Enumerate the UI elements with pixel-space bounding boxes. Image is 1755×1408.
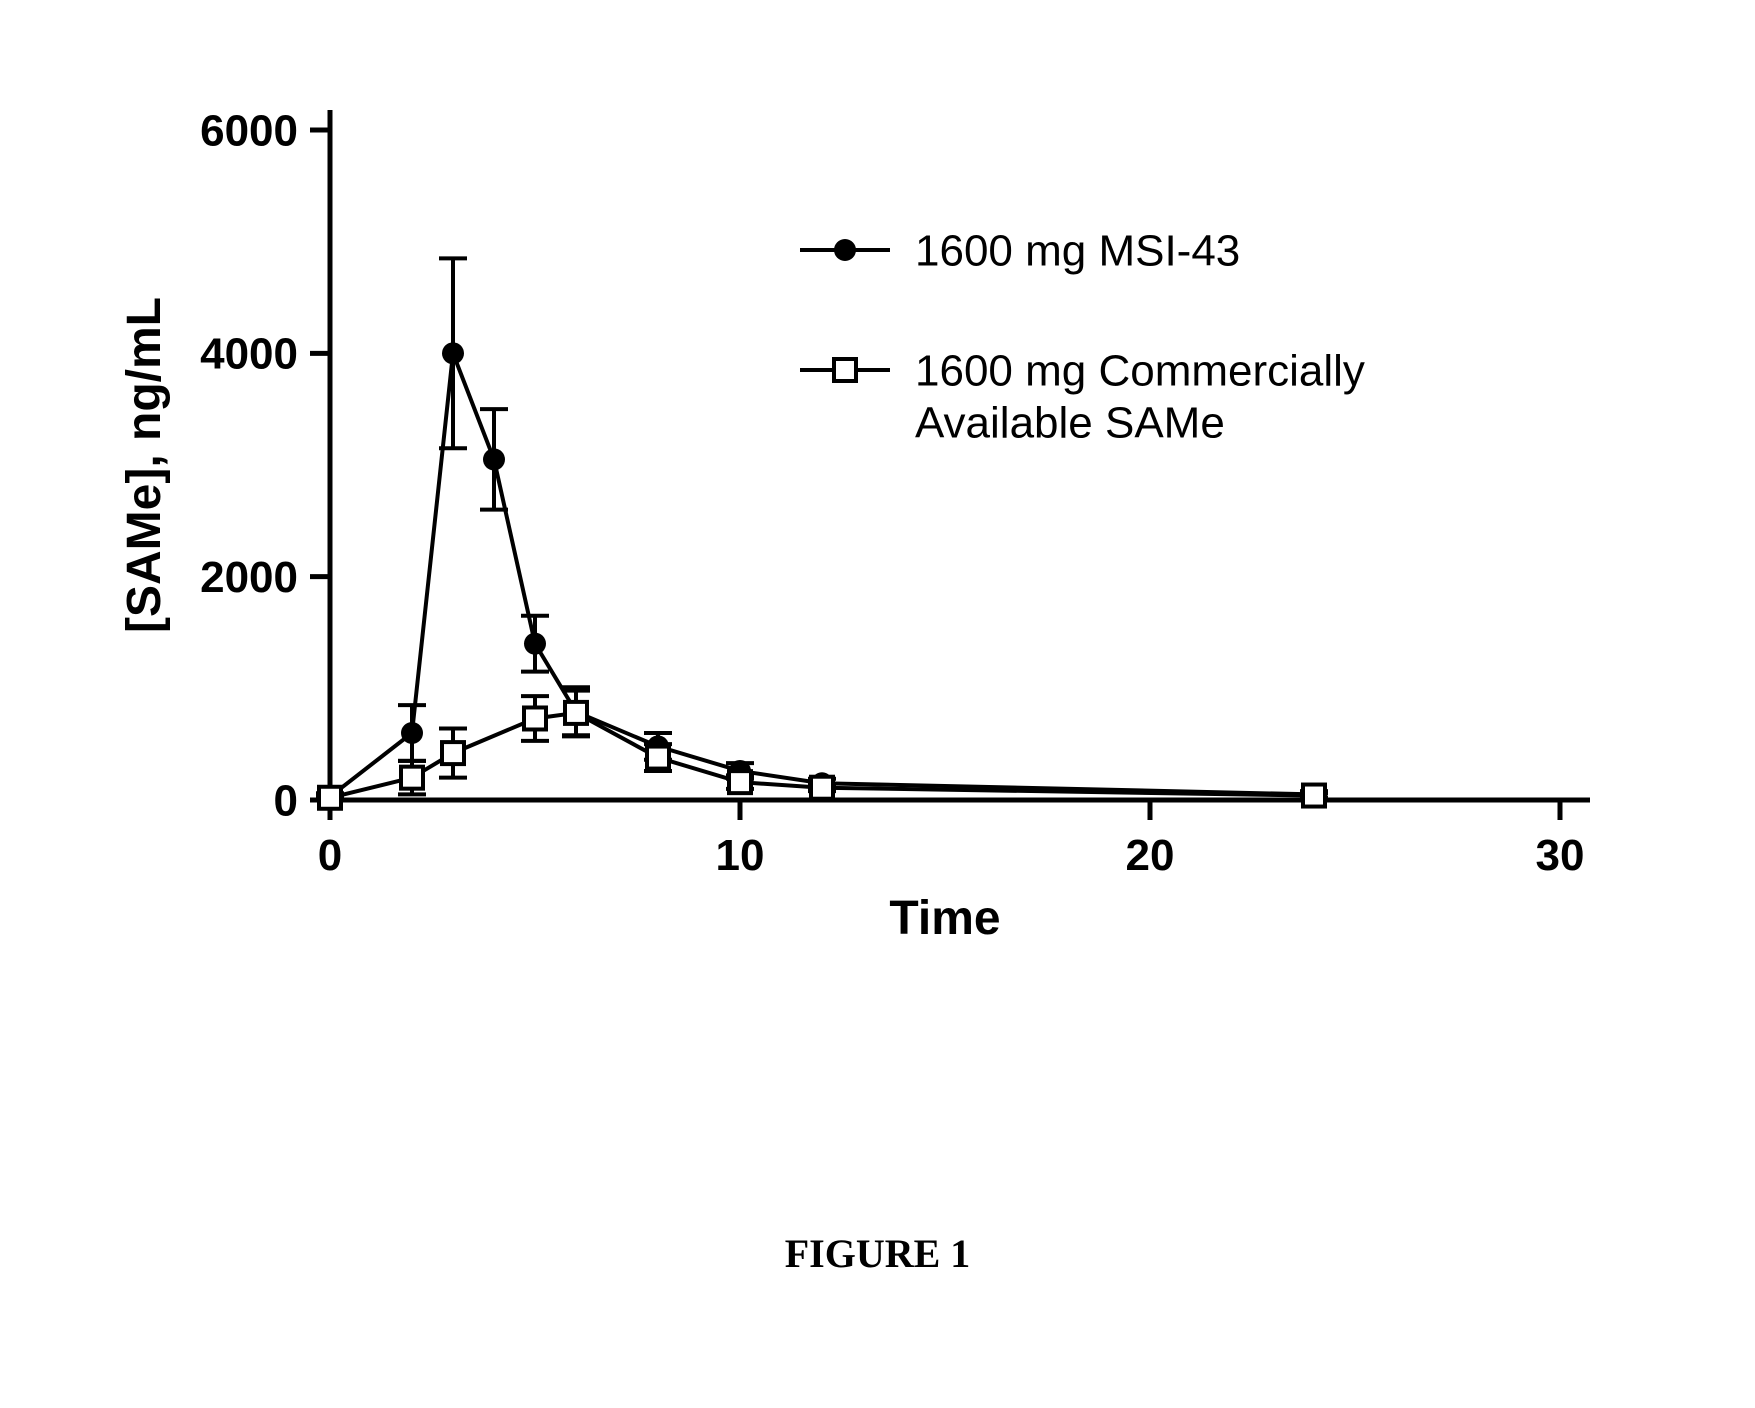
legend-label: Available SAMe <box>915 398 1225 447</box>
data-marker <box>524 633 546 655</box>
data-marker <box>811 777 833 799</box>
data-marker <box>729 771 751 793</box>
data-marker <box>647 747 669 769</box>
x-tick-label: 10 <box>716 831 765 880</box>
legend-label: 1600 mg MSI-43 <box>915 226 1240 275</box>
data-marker <box>524 707 546 729</box>
x-tick-label: 20 <box>1126 831 1175 880</box>
x-tick-label: 30 <box>1536 831 1585 880</box>
data-marker <box>834 359 856 381</box>
data-marker <box>565 702 587 724</box>
y-tick-label: 4000 <box>200 330 298 379</box>
data-marker <box>401 722 423 744</box>
series-0 <box>316 258 1328 807</box>
y-tick-label: 2000 <box>200 553 298 602</box>
legend-label: 1600 mg Commercially <box>915 346 1365 395</box>
data-marker <box>483 448 505 470</box>
x-axis-label: Time <box>889 892 1000 945</box>
data-marker <box>442 342 464 364</box>
data-marker <box>319 787 341 809</box>
legend: 1600 mg MSI-43 1600 mg CommerciallyAvaila… <box>800 226 1365 447</box>
figure-caption: FIGURE 1 <box>0 1230 1755 1277</box>
y-tick-label: 0 <box>274 776 298 825</box>
data-marker <box>442 742 464 764</box>
data-marker <box>834 239 856 261</box>
y-axis-label: [SAMe], ng/mL <box>118 297 171 633</box>
data-marker <box>1303 785 1325 807</box>
x-tick-label: 0 <box>318 831 342 880</box>
y-tick-label: 6000 <box>200 106 298 155</box>
data-marker <box>401 767 423 789</box>
same-concentration-chart: 0 10 20 30 0 2000 4000 6000 Time [SAMe], ng/mL 160… <box>30 30 1710 1010</box>
